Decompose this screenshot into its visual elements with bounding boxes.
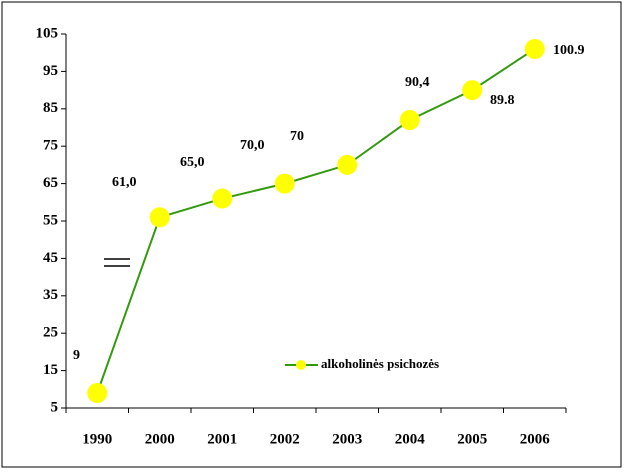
legend-label: alkoholinės psichozės bbox=[321, 356, 439, 371]
legend-marker bbox=[296, 360, 306, 370]
point-marker bbox=[149, 207, 170, 228]
y-tick-label: 105 bbox=[36, 25, 59, 41]
y-tick-label: 95 bbox=[43, 63, 58, 79]
annotation: 9 bbox=[73, 348, 80, 363]
y-tick-label: 25 bbox=[43, 325, 58, 341]
annotation: 61,0 bbox=[112, 175, 137, 190]
annotation: 65,0 bbox=[180, 155, 205, 170]
annotation: 70,0 bbox=[240, 138, 265, 153]
y-tick-label: 55 bbox=[43, 212, 58, 228]
x-tick-label: 2002 bbox=[270, 431, 300, 447]
x-tick-label: 2005 bbox=[457, 431, 487, 447]
y-tick-label: 45 bbox=[43, 250, 58, 266]
annotation: 70 bbox=[290, 129, 304, 144]
x-tick-label: 2001 bbox=[207, 431, 237, 447]
point-marker bbox=[337, 154, 358, 175]
point-marker bbox=[212, 188, 233, 209]
point-marker bbox=[462, 80, 483, 101]
x-tick-label: 1990 bbox=[82, 431, 112, 447]
x-tick-label: 2003 bbox=[332, 431, 362, 447]
x-tick-label: 2004 bbox=[395, 431, 426, 447]
point-marker bbox=[274, 173, 295, 194]
x-tick-label: 2000 bbox=[145, 431, 175, 447]
y-tick-label: 85 bbox=[43, 100, 58, 116]
y-tick-label: 65 bbox=[43, 175, 58, 191]
point-marker bbox=[524, 38, 545, 59]
y-tick-label: 75 bbox=[43, 138, 58, 154]
point-marker bbox=[87, 383, 108, 404]
point-marker bbox=[399, 110, 420, 131]
series-line bbox=[96, 48, 536, 394]
y-tick-label: 5 bbox=[51, 399, 59, 415]
annotation: 90,4 bbox=[405, 75, 430, 90]
y-tick-label: 35 bbox=[43, 287, 58, 303]
annotation: 100.9 bbox=[553, 43, 585, 58]
y-tick-label: 15 bbox=[43, 362, 58, 378]
annotation: 89.8 bbox=[490, 93, 515, 108]
x-tick-label: 2006 bbox=[520, 431, 551, 447]
